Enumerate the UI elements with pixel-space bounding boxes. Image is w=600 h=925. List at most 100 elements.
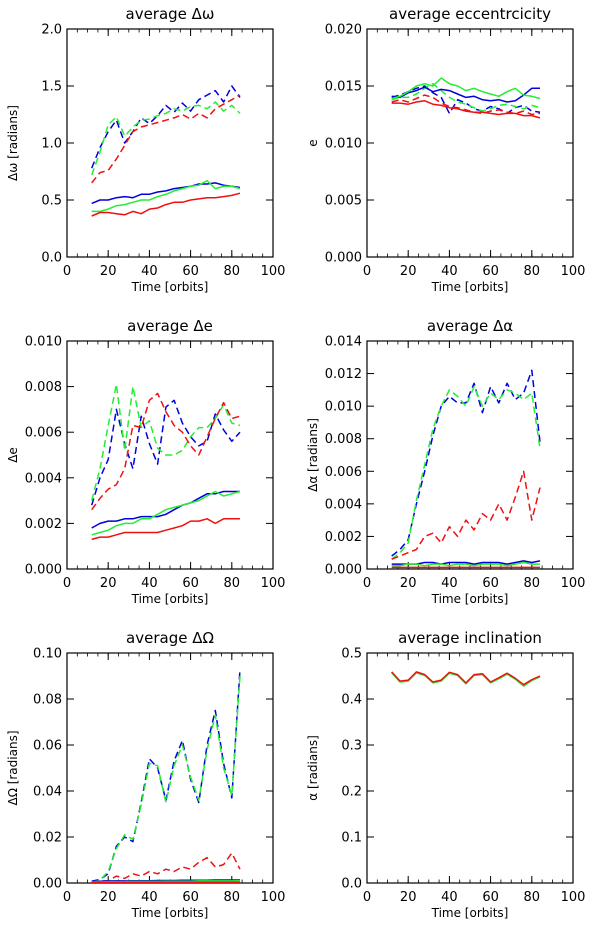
x-tick-label-ecc: 20 — [400, 264, 417, 279]
x-tick-label-dw: 40 — [141, 264, 158, 279]
y-tick-label-dOmega: 0.06 — [33, 739, 62, 754]
y-tick-label-de: 0.008 — [25, 380, 62, 395]
y-tick-label-dOmega: 0.00 — [33, 877, 62, 892]
x-tick-label-dOmega: 0 — [63, 890, 71, 905]
y-tick-label-de: 0.006 — [25, 426, 62, 441]
y-axis-label-dalpha: Δα [radians] — [306, 418, 320, 492]
series-line-dOmega-series_c-dashed — [91, 852, 241, 883]
x-tick-label-incl: 80 — [524, 890, 541, 905]
y-tick-label-de: 0.004 — [25, 471, 62, 486]
series-line-ecc-series_b-solid — [391, 77, 541, 100]
y-tick-label-incl: 0.1 — [341, 831, 362, 846]
y-tick-label-ecc: 0.010 — [325, 137, 362, 152]
y-tick-label-incl: 0.3 — [341, 739, 362, 754]
y-tick-label-dalpha: 0.012 — [325, 367, 362, 382]
plot-frame-incl — [366, 652, 574, 884]
x-tick-label-dalpha: 100 — [561, 576, 586, 591]
y-tick-label-ecc: 0.000 — [325, 251, 362, 266]
y-tick-label-ecc: 0.020 — [325, 23, 362, 38]
x-tick-label-dalpha: 0 — [363, 576, 371, 591]
x-tick-label-dOmega: 40 — [141, 890, 158, 905]
series-line-ecc-series_b-dashed — [391, 82, 541, 112]
x-tick-label-de: 100 — [261, 576, 286, 591]
y-tick-label-dalpha: 0.010 — [325, 400, 362, 415]
panel-title-dw: average Δω — [126, 5, 215, 23]
y-tick-label-dalpha: 0.006 — [325, 465, 362, 480]
x-axis-label-de: Time [orbits] — [131, 592, 209, 606]
y-tick-label-dOmega: 0.08 — [33, 693, 62, 708]
x-tick-label-de: 20 — [100, 576, 117, 591]
series-line-ecc-series_a-dashed — [391, 85, 541, 115]
x-tick-label-de: 60 — [182, 576, 199, 591]
series-line-de-series_c-solid — [91, 518, 240, 541]
panel-title-de: average Δe — [127, 317, 213, 335]
x-tick-label-dOmega: 80 — [224, 890, 241, 905]
panel-dOmega: average ΔΩ 0 20 40 60 80 100 0.00 0.02 0.04 0.06 0.… — [6, 629, 285, 920]
plot-frame-dw — [66, 28, 274, 258]
y-tick-label-de: 0.010 — [25, 335, 62, 350]
series-line-ecc-series_a-solid — [391, 86, 540, 103]
series-line-de-series_b-solid — [91, 490, 241, 536]
series-line-incl-series_c-solid — [391, 671, 541, 686]
series-line-dOmega-series_a-dashed — [91, 669, 241, 882]
y-tick-label-dalpha: 0.002 — [325, 530, 362, 545]
x-tick-label-incl: 60 — [482, 890, 499, 905]
panel-title-dalpha: average Δα — [427, 317, 513, 335]
x-axis-label-dw: Time [orbits] — [131, 280, 209, 294]
x-tick-label-dw: 80 — [224, 264, 241, 279]
x-axis-label-dOmega: Time [orbits] — [131, 906, 209, 920]
y-tick-label-de: 0.000 — [25, 563, 62, 578]
x-tick-label-ecc: 40 — [441, 264, 458, 279]
x-tick-label-dw: 60 — [182, 264, 199, 279]
series-line-dw-series_a-dashed — [91, 85, 241, 169]
y-tick-label-dalpha: 0.008 — [325, 432, 362, 447]
y-tick-label-dw: 0.5 — [41, 194, 62, 209]
series-line-de-series_c-dashed — [91, 392, 241, 511]
x-tick-label-dalpha: 40 — [441, 576, 458, 591]
panel-ecc: average eccentrcicity 0 20 40 60 80 100 0.000 0.… — [306, 5, 585, 294]
x-tick-label-de: 0 — [63, 576, 71, 591]
y-axis-label-dw: Δω [radians] — [6, 105, 20, 181]
x-tick-label-dalpha: 20 — [400, 576, 417, 591]
y-axis-label-dOmega: ΔΩ [radians] — [6, 730, 20, 805]
y-tick-label-dOmega: 0.04 — [33, 785, 62, 800]
series-line-dalpha-series_b-solid — [391, 561, 540, 567]
y-tick-label-incl: 0.2 — [341, 785, 362, 800]
x-tick-label-dw: 0 — [63, 264, 71, 279]
y-tick-label-ecc: 0.005 — [325, 194, 362, 209]
y-tick-label-dalpha: 0.014 — [325, 335, 362, 350]
series-line-dalpha-series_b-dashed — [391, 385, 541, 560]
series-line-dw-series_a-solid — [91, 182, 241, 205]
y-tick-label-incl: 0.5 — [341, 647, 362, 662]
x-tick-label-incl: 20 — [400, 890, 417, 905]
y-tick-label-incl: 0.4 — [341, 693, 362, 708]
y-tick-label-dalpha: 0.004 — [325, 497, 362, 512]
x-tick-label-incl: 0 — [363, 890, 371, 905]
plot-frame-ecc — [366, 28, 574, 258]
series-line-de-series_b-dashed — [90, 383, 241, 501]
x-tick-label-ecc: 60 — [482, 264, 499, 279]
panel-title-incl: average inclination — [398, 629, 542, 647]
x-axis-label-ecc: Time [orbits] — [431, 280, 509, 294]
x-tick-label-dOmega: 100 — [261, 890, 286, 905]
series-line-dw-series_b-dashed — [90, 101, 241, 176]
x-tick-label-incl: 40 — [441, 890, 458, 905]
y-tick-label-incl: 0.0 — [341, 877, 362, 892]
y-tick-label-dOmega: 0.10 — [33, 647, 62, 662]
x-tick-label-ecc: 80 — [524, 264, 541, 279]
x-tick-label-ecc: 100 — [561, 264, 586, 279]
x-tick-label-de: 80 — [224, 576, 241, 591]
panel-dw: average Δω 0 20 40 60 80 100 0.0 0.5 1.0 1.5 2.0 Tim… — [6, 5, 285, 294]
x-tick-label-dOmega: 60 — [182, 890, 199, 905]
y-tick-label-dw: 2.0 — [41, 23, 62, 38]
panel-dalpha: average Δα 0 20 40 60 80 100 0.000 0.002 0.004 0.0… — [306, 317, 585, 606]
series-line-ecc-series_c-dashed — [391, 94, 541, 116]
panel-de: average Δe 0 20 40 60 80 100 0.000 0.002 0.004 0.0… — [6, 317, 285, 606]
y-tick-label-dOmega: 0.02 — [33, 831, 62, 846]
y-tick-label-dw: 1.0 — [41, 137, 62, 152]
x-axis-label-dalpha: Time [orbits] — [431, 592, 509, 606]
series-line-dalpha-series_a-dashed — [391, 369, 541, 557]
panel-incl: average inclination 0 20 40 60 80 100 0.0 0.1 0.2… — [306, 629, 585, 920]
panel-title-ecc: average eccentrcicity — [389, 5, 551, 23]
